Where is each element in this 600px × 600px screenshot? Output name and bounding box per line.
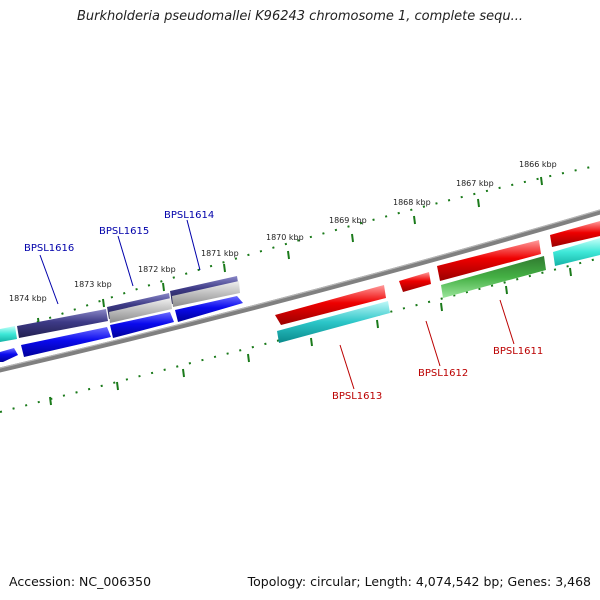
gene-BPSL1611[interactable] [437, 240, 546, 298]
gene-cyan-right[interactable] [553, 238, 600, 266]
gene-partial-left-cyan[interactable] [0, 326, 17, 342]
gene-BPSL1612[interactable] [399, 272, 431, 292]
gene-BPSL1615[interactable] [107, 293, 172, 323]
lower-scale [0, 257, 600, 413]
gene-label-BPSL1614[interactable]: BPSL1614 [164, 210, 214, 221]
gene-label-BPSL1613[interactable]: BPSL1613 [332, 391, 382, 402]
gene-label-BPSL1612[interactable]: BPSL1612 [418, 368, 468, 379]
gene-blue-1[interactable] [21, 327, 111, 357]
kbp-label-1870: 1870 kbp [266, 233, 304, 242]
gene-blue-2[interactable] [110, 312, 174, 338]
gene-blue-0[interactable] [0, 348, 18, 362]
gene-BPSL1613[interactable] [275, 285, 390, 343]
kbp-label-1866: 1866 kbp [519, 160, 557, 169]
chromosome-backbone [0, 209, 600, 373]
accession-text: Accession: NC_006350 [9, 574, 152, 589]
kbp-labels: 1866 kbp 1867 kbp 1868 kbp 1869 kbp 1870… [9, 160, 557, 303]
kbp-label-1871: 1871 kbp [201, 249, 239, 258]
map-title: Burkholderia pseudomallei K96243 chromos… [76, 9, 524, 24]
kbp-label-1868: 1868 kbp [393, 198, 431, 207]
gene-label-BPSL1611[interactable]: BPSL1611 [493, 346, 543, 357]
gene-label-BPSL1616[interactable]: BPSL1616 [24, 243, 74, 254]
gene-red-right[interactable] [550, 221, 600, 247]
gene-BPSL1616[interactable] [17, 309, 108, 338]
label-leaders [39, 219, 515, 390]
gene-blue-3[interactable] [175, 296, 243, 322]
kbp-label-1867: 1867 kbp [456, 179, 494, 188]
kbp-label-1874: 1874 kbp [9, 294, 47, 303]
kbp-label-1869: 1869 kbp [329, 216, 367, 225]
gene-label-BPSL1615[interactable]: BPSL1615 [99, 226, 149, 237]
kbp-label-1873: 1873 kbp [74, 280, 112, 289]
gene-BPSL1614[interactable] [170, 276, 240, 307]
kbp-label-1872: 1872 kbp [138, 265, 176, 274]
sequence-stats-text: Topology: circular; Length: 4,074,542 bp… [247, 574, 591, 589]
